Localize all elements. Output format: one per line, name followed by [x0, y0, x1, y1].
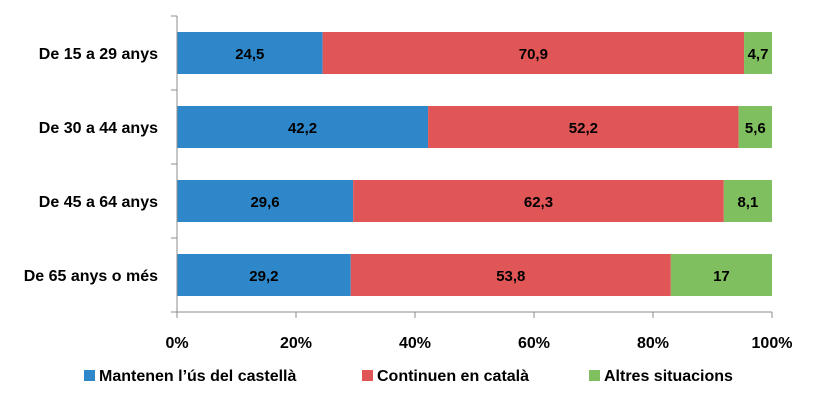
- value-tick-label: 0%: [165, 335, 188, 352]
- bar-segment-3-row-3: [723, 180, 772, 222]
- data-label: 24,5: [235, 46, 264, 63]
- legend-label: Altres situacions: [604, 368, 733, 385]
- bar-segment-2-row-4: [350, 254, 671, 296]
- data-label: 8,1: [737, 194, 758, 211]
- data-label: 17: [713, 268, 730, 285]
- value-tick-label: 60%: [518, 335, 550, 352]
- bars-layer: 24,5 70,9 4,7 42,2 52,2 5,6 29,6 62,3 8,1 29,2 53,…: [177, 32, 772, 296]
- value-tick-label: 80%: [637, 335, 669, 352]
- bar-segment-1-row-1: [177, 32, 323, 74]
- axes-layer: De 15 a 29 anys De 30 a 44 anys De 45 a 64…: [24, 15, 793, 352]
- bar-segment-1-row-2: [177, 106, 429, 148]
- value-tick-label: 100%: [752, 335, 793, 352]
- data-label: 52,2: [569, 120, 598, 137]
- bar-segment-3-row-2: [738, 106, 772, 148]
- data-label: 29,6: [250, 194, 279, 211]
- legend-label: Continuen en català: [377, 368, 529, 385]
- category-label: De 30 a 44 anys: [39, 120, 158, 137]
- legend-swatch: [589, 370, 600, 381]
- legend: Mantenen l’ús del castellà Continuen en c…: [84, 368, 733, 385]
- bar-segment-3-row-4: [670, 254, 772, 296]
- data-label: 4,7: [748, 46, 769, 63]
- data-label: 29,2: [249, 268, 278, 285]
- category-label: De 65 anys o més: [24, 268, 158, 285]
- bar-segment-2-row-3: [353, 180, 724, 222]
- data-label: 53,8: [496, 268, 525, 285]
- data-label: 62,3: [524, 194, 553, 211]
- legend-swatch: [362, 370, 373, 381]
- data-label: 42,2: [288, 120, 317, 137]
- bar-segment-3-row-1: [744, 32, 772, 74]
- bar-segment-2-row-1: [322, 32, 745, 74]
- value-tick-label: 20%: [280, 335, 312, 352]
- data-label: 5,6: [745, 120, 766, 137]
- legend-swatch: [84, 370, 95, 381]
- bar-segment-1-row-4: [177, 254, 351, 296]
- bar-segment-2-row-2: [428, 106, 739, 148]
- data-label: 70,9: [519, 46, 548, 63]
- category-label: De 15 a 29 anys: [39, 46, 158, 63]
- value-tick-label: 40%: [399, 335, 431, 352]
- legend-label: Mantenen l’ús del castellà: [99, 368, 297, 385]
- category-label: De 45 a 64 anys: [39, 194, 158, 211]
- bar-segment-1-row-3: [177, 180, 354, 222]
